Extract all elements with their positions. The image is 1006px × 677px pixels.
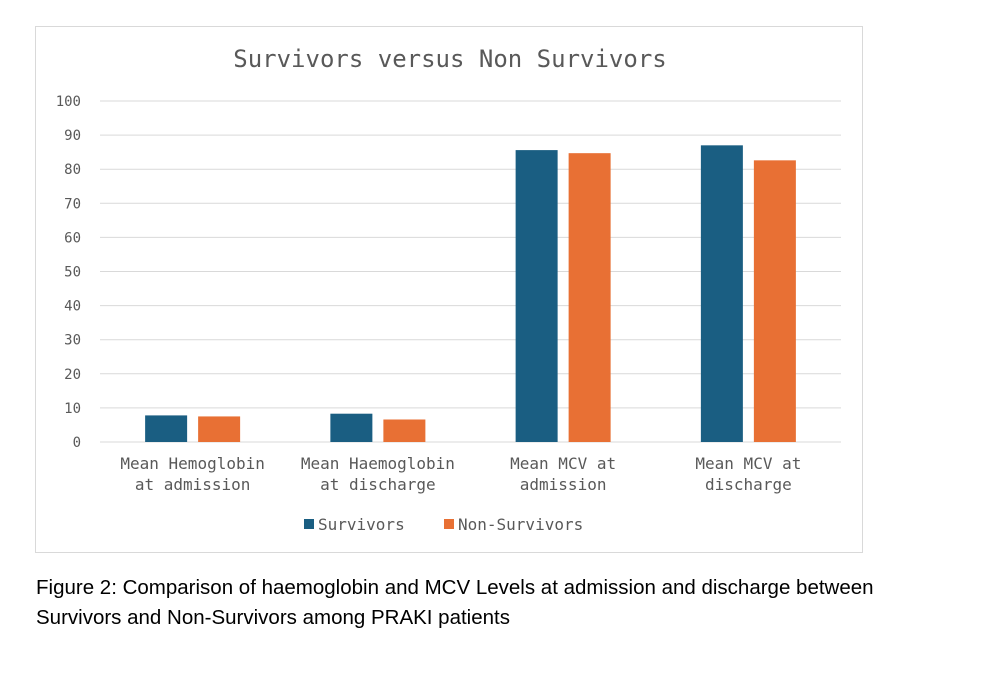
x-tick-label: Mean MCV at discharge: [695, 454, 801, 494]
bar-survivors: [330, 413, 373, 442]
bar-chart: Survivors versus Non Survivors 0 10 20 30 40…: [56, 45, 841, 534]
y-tick-label: 80: [64, 162, 81, 178]
legend-label: Non-Survivors: [458, 515, 583, 534]
bar-survivors: [515, 150, 558, 442]
bar-non-survivors: [383, 419, 426, 442]
y-tick-label: 20: [64, 367, 81, 383]
bars: [145, 145, 796, 443]
y-tick-label: 50: [64, 265, 81, 281]
y-tick-label: 40: [64, 299, 81, 315]
bar-non-survivors: [198, 416, 241, 442]
y-tick-label: 30: [64, 333, 81, 349]
bar-non-survivors: [568, 153, 611, 442]
gridlines: [100, 100, 841, 443]
x-tick-label: Mean Hemoglobin at admission: [120, 454, 265, 494]
legend: Survivors Non-Survivors: [304, 515, 583, 534]
y-tick-label: 10: [64, 401, 81, 417]
legend-label: Survivors: [318, 515, 405, 534]
y-tick-label: 0: [73, 435, 81, 451]
caption-line-2: Survivors and Non-Survivors among PRAKI …: [36, 606, 510, 629]
chart-title: Survivors versus Non Survivors: [233, 45, 666, 73]
x-tick-label: Mean Haemoglobin at discharge: [301, 454, 455, 494]
bar-non-survivors: [753, 160, 796, 443]
y-tick-label: 70: [64, 196, 81, 212]
chart-container: Survivors versus Non Survivors 0 10 20 30 40…: [35, 26, 863, 553]
bar-survivors: [700, 145, 743, 442]
x-axis-labels: Mean Hemoglobin at admission Mean Haemoglo…: [120, 454, 801, 494]
y-tick-label: 100: [56, 94, 81, 110]
figure-caption: Figure 2: Comparison of haemoglobin and …: [36, 573, 996, 633]
y-axis-ticks: 0 10 20 30 40 50 60 70 80 90 100: [56, 94, 81, 451]
y-tick-label: 90: [64, 128, 81, 144]
legend-swatch: [304, 519, 314, 529]
legend-swatch: [444, 519, 454, 529]
caption-line-1: Figure 2: Comparison of haemoglobin and …: [36, 576, 874, 599]
bar-survivors: [145, 415, 188, 442]
y-tick-label: 60: [64, 230, 81, 246]
x-tick-label: Mean MCV at admission: [510, 454, 616, 494]
